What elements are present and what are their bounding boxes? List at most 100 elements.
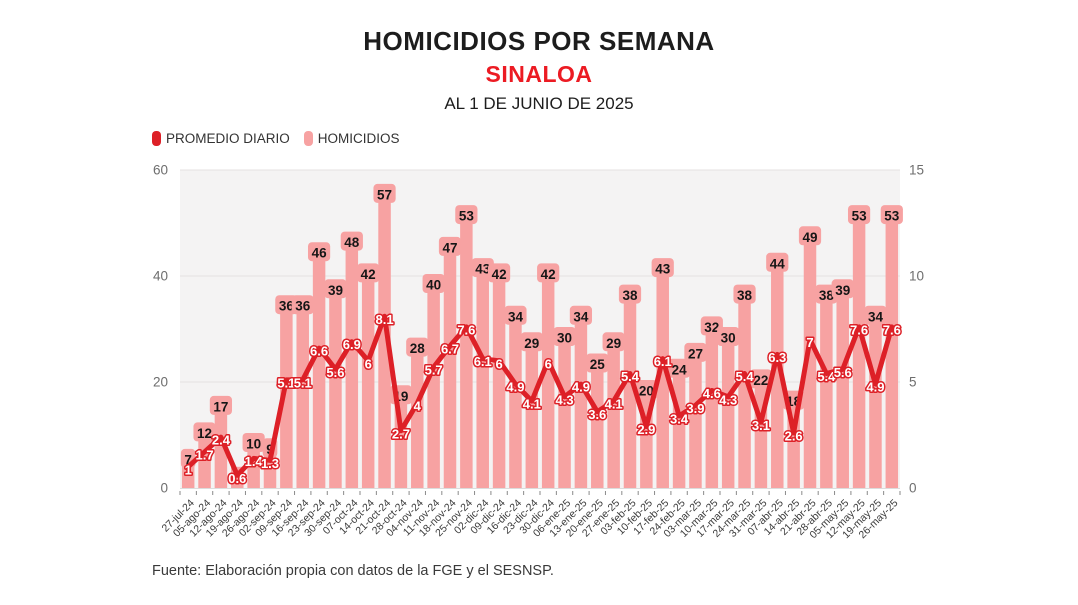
line-value-label: 6.9: [343, 337, 361, 352]
promedio-diario-swatch-icon: [152, 131, 161, 146]
bar-value-pill: [847, 205, 871, 225]
homicides-bar: [329, 281, 342, 488]
bar-value-label: 46: [312, 246, 328, 261]
bar-value-label: 32: [704, 320, 719, 335]
y-axis-left-label: 40: [153, 269, 168, 284]
line-value-label: 4.9: [572, 380, 590, 395]
line-value-label: 3.1: [752, 418, 770, 433]
bar-value-pill: [569, 305, 593, 325]
line-value-label: 5.4: [736, 369, 755, 384]
legend-item-promedio-diario: PROMEDIO DIARIO: [152, 131, 290, 146]
bar-value-pill: [504, 305, 527, 325]
bar-value-label: 39: [328, 283, 343, 298]
line-value-label: 7.6: [457, 322, 475, 337]
line-value-label: 6.1: [654, 354, 672, 369]
bar-value-pill: [324, 279, 347, 299]
homicides-bar: [312, 244, 326, 488]
bar-value-label: 53: [459, 209, 475, 224]
bar-value-pill: [831, 279, 854, 299]
homicides-bar: [476, 260, 489, 488]
y-axis-left-label: 60: [153, 163, 168, 178]
bar-value-pill: [651, 258, 674, 278]
bar-value-pill: [667, 358, 691, 378]
bar-value-pill: [209, 395, 233, 415]
line-value-label: 2.7: [392, 426, 410, 441]
homicides-bar: [656, 260, 669, 488]
line-value-label: 4: [414, 399, 422, 414]
homicides-bar: [345, 233, 359, 488]
bar-value-pill: [864, 305, 887, 325]
bar-value-pill: [684, 342, 707, 362]
homicides-bar: [574, 307, 588, 488]
bar-value-label: 53: [884, 209, 900, 224]
homicides-bar: [623, 286, 637, 488]
bar-value-pill: [455, 205, 478, 225]
homicides-bar: [525, 334, 539, 488]
line-value-label: 1.3: [261, 456, 279, 471]
homicides-bar: [296, 297, 309, 488]
line-value-label: 3.6: [588, 407, 606, 422]
bar-value-pill: [520, 332, 543, 352]
legend-item-homicidios: HOMICIDIOS: [303, 131, 400, 146]
line-value-label: 4.1: [523, 397, 541, 412]
homicides-bar: [721, 329, 735, 488]
line-value-label: 6: [545, 356, 552, 371]
homicides-bar: [509, 307, 522, 488]
bar-value-label: 49: [802, 230, 817, 245]
line-value-label: 6.6: [310, 344, 328, 359]
y-axis-right-label: 15: [909, 163, 924, 178]
daily-average-line: [185, 313, 895, 478]
homicides-bar: [361, 265, 375, 488]
bar-value-label: 40: [426, 278, 441, 293]
bar-value-pill: [422, 274, 445, 293]
homicides-bar: [591, 355, 604, 488]
bar-value-pill: [618, 284, 642, 304]
bar-value-label: 20: [639, 384, 654, 399]
bar-value-label: 34: [508, 309, 524, 324]
homicides-bar: [280, 297, 293, 488]
line-value-label: 5.4: [817, 369, 836, 384]
homicides-bar: [492, 265, 506, 488]
homicides-bar: [771, 254, 784, 488]
bar-value-label: 28: [410, 341, 426, 356]
line-value-label: 3.4: [670, 411, 689, 426]
bar-value-pill: [798, 226, 822, 246]
line-value-label: 4.3: [719, 392, 737, 407]
bar-value-label: 10: [246, 437, 261, 452]
y-axis-right-label: 10: [909, 269, 924, 284]
line-value-label: 6.7: [441, 341, 459, 356]
source-note: Fuente: Elaboración propia con datos de …: [152, 563, 554, 579]
bar-value-label: 48: [344, 235, 360, 250]
bar-value-label: 27: [688, 346, 703, 361]
line-value-label: 1.7: [196, 447, 214, 462]
y-axis-right-label: 0: [909, 481, 917, 496]
bar-value-label: 36: [279, 299, 295, 314]
homicides-bar: [869, 307, 882, 488]
legend-label: PROMEDIO DIARIO: [166, 131, 290, 146]
chart-legend: PROMEDIO DIARIO HOMICIDIOS: [152, 131, 400, 146]
legend-label: HOMICIDIOS: [317, 131, 400, 146]
bar-value-label: 38: [819, 288, 835, 303]
homicides-bar: [820, 286, 833, 488]
homicides-bar: [885, 207, 899, 488]
bar-value-pill: [537, 263, 560, 283]
bar-value-label: 42: [361, 267, 376, 282]
bar-value-pill: [193, 422, 216, 442]
y-axis-right-label: 5: [909, 375, 917, 390]
line-value-label: 4.6: [703, 386, 721, 401]
line-value-label: 5.7: [425, 363, 443, 378]
bar-value-pill: [602, 332, 625, 352]
line-value-label: 2.6: [785, 428, 803, 443]
bar-value-label: 30: [721, 331, 736, 346]
homicidios-swatch-icon: [303, 131, 313, 146]
bar-value-label: 36: [295, 299, 311, 314]
bar-value-pill: [880, 205, 903, 225]
bar-value-label: 53: [852, 209, 868, 224]
line-value-label: 4.1: [605, 397, 623, 412]
bar-value-label: 43: [475, 262, 491, 277]
homicides-bar: [836, 281, 849, 488]
line-value-label: 4.9: [506, 380, 524, 395]
bar-value-label: 25: [590, 357, 606, 372]
bar-value-pill: [733, 284, 756, 304]
